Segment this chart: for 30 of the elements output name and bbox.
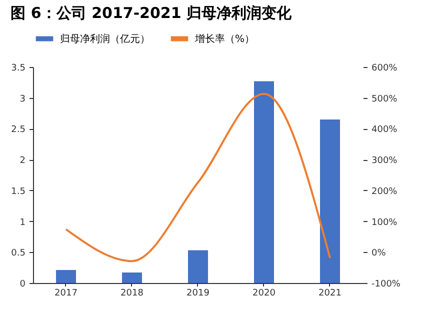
x-tick-label: 2017 [54,288,78,298]
bar [254,81,274,283]
y2-tick-label: -100% [372,280,401,290]
y2-tick-label: 0% [372,248,386,259]
chart-title: 图 6：公司 2017-2021 归母净利润变化 [10,4,293,22]
y-tick-label: 0 [20,280,26,290]
y-tick-label: 0.5 [11,248,26,259]
y2-tick-label: 400% [372,125,398,136]
y-tick-label: 2 [20,156,26,166]
line-series [65,92,331,262]
bar [122,272,142,283]
y-tick-label: 3.5 [11,64,26,74]
y-tick-label: 2.5 [11,125,26,136]
x-tick-label: 2018 [120,288,144,298]
x-tick-label: 2019 [186,288,210,298]
y-tick-label: 1.5 [11,186,26,197]
y2-tick-label: 100% [372,218,398,228]
bar [188,250,208,283]
y2-tick-label: 500% [372,94,398,104]
legend-label: 归母净利润（亿元） [60,32,150,45]
legend-label: 增长率（%） [194,32,255,45]
y2-tick-label: 600% [372,64,398,74]
y-tick-label: 3 [20,94,26,104]
y2-tick-label: 200% [372,186,398,197]
y-tick-label: 1 [20,218,26,228]
x-tick-label: 2021 [318,288,342,298]
bar [320,119,340,283]
x-tick-label: 2020 [252,288,276,298]
bar [56,270,76,283]
y2-tick-label: 300% [372,156,398,166]
